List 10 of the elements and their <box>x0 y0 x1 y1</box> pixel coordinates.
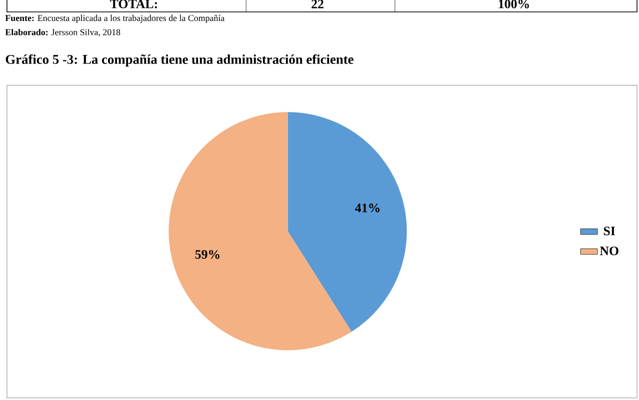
legend-label: NO <box>600 246 618 256</box>
text: 100% <box>498 0 529 8</box>
legend-label: SI <box>604 226 615 236</box>
data-label: 59% <box>195 250 220 259</box>
text: TOTAL: <box>110 0 157 8</box>
chart-title: Gráfico 5 -3: La compañía tiene una administración eficiente <box>6 54 354 67</box>
text: Elaborado: Jersson Silva, 2018 <box>5 29 120 37</box>
data-label: 41% <box>355 204 380 212</box>
text: Fuente: Encuesta aplicada a los trabajadores de la Compañía <box>5 14 225 23</box>
text: 22 <box>312 0 324 8</box>
